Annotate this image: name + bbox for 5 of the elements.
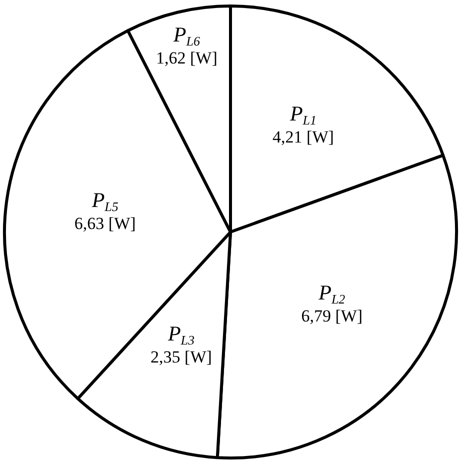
data-label: 2,35 [W] (150, 348, 212, 367)
data-label: 4,21 [W] (272, 127, 334, 146)
data-label: 6,79 [W] (301, 306, 363, 326)
data-label: 6,63 [W] (74, 214, 136, 233)
data-label: 1,62 [W] (156, 48, 218, 68)
